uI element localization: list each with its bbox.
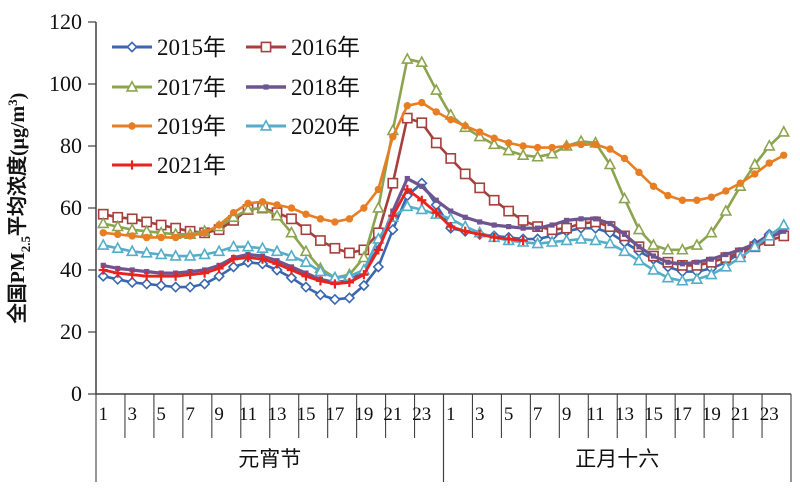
series-2017年	[97, 52, 790, 283]
hour-label: 9	[562, 404, 572, 425]
y-tick-label: 120	[49, 9, 82, 34]
legend-label: 2015年	[157, 35, 226, 60]
legend-label: 2019年	[157, 114, 226, 139]
legend-label: 2020年	[291, 114, 360, 139]
legend-item-2019年: 2019年	[112, 114, 226, 139]
hour-label: 13	[267, 404, 286, 425]
series-2021年	[98, 184, 528, 289]
series-markers	[97, 52, 790, 283]
legend: 2015年 2016年 2017年 2018年 2019年 2020年 2021年	[112, 35, 360, 178]
y-axis-title: 全国PM2.5平均浓度(μg/m3)	[5, 93, 33, 325]
hour-label: 13	[615, 404, 634, 425]
y-tick-label: 100	[49, 71, 82, 96]
hour-label: 23	[412, 404, 431, 425]
day-group-label: 正月十六	[575, 447, 659, 471]
hour-label: 17	[673, 404, 692, 425]
y-tick-label: 40	[60, 257, 82, 282]
legend-label: 2021年	[157, 153, 226, 178]
hour-label: 15	[644, 404, 663, 425]
legend-label: 2017年	[157, 75, 226, 100]
hour-label: 1	[446, 404, 456, 425]
hour-label: 9	[214, 404, 224, 425]
hour-label: 7	[185, 404, 195, 425]
legend-label: 2016年	[291, 35, 360, 60]
hour-label: 5	[156, 404, 166, 425]
day-group-label: 元宵节	[238, 447, 301, 471]
series-markers	[98, 184, 528, 289]
hour-label: 1	[98, 404, 108, 425]
hour-label: 17	[325, 404, 344, 425]
series-markers	[99, 98, 788, 242]
hour-label: 7	[533, 404, 543, 425]
series-2019年	[99, 98, 788, 242]
hour-label: 3	[127, 404, 137, 425]
hour-label: 3	[475, 404, 485, 425]
y-tick-label: 60	[60, 195, 82, 220]
hour-label: 11	[239, 404, 257, 425]
legend-item-2018年: 2018年	[246, 75, 360, 100]
y-tick-label: 80	[60, 133, 82, 158]
hour-label: 11	[586, 404, 604, 425]
hour-label: 21	[383, 404, 402, 425]
y-tick-label: 0	[71, 381, 82, 406]
legend-label: 2018年	[291, 75, 360, 100]
hour-label: 5	[504, 404, 514, 425]
hour-label: 23	[760, 404, 779, 425]
hour-label: 19	[702, 404, 721, 425]
series-line	[102, 116, 785, 267]
hour-label: 21	[731, 404, 750, 425]
y-tick-label: 20	[60, 319, 82, 344]
legend-item-2015年: 2015年	[112, 35, 226, 60]
legend-item-2021年: 2021年	[112, 153, 226, 178]
hour-label: 19	[354, 404, 373, 425]
legend-item-2016年: 2016年	[246, 35, 360, 60]
legend-item-2017年: 2017年	[112, 75, 226, 100]
hour-label: 15	[296, 404, 315, 425]
legend-item-2020年: 2020年	[246, 114, 360, 139]
